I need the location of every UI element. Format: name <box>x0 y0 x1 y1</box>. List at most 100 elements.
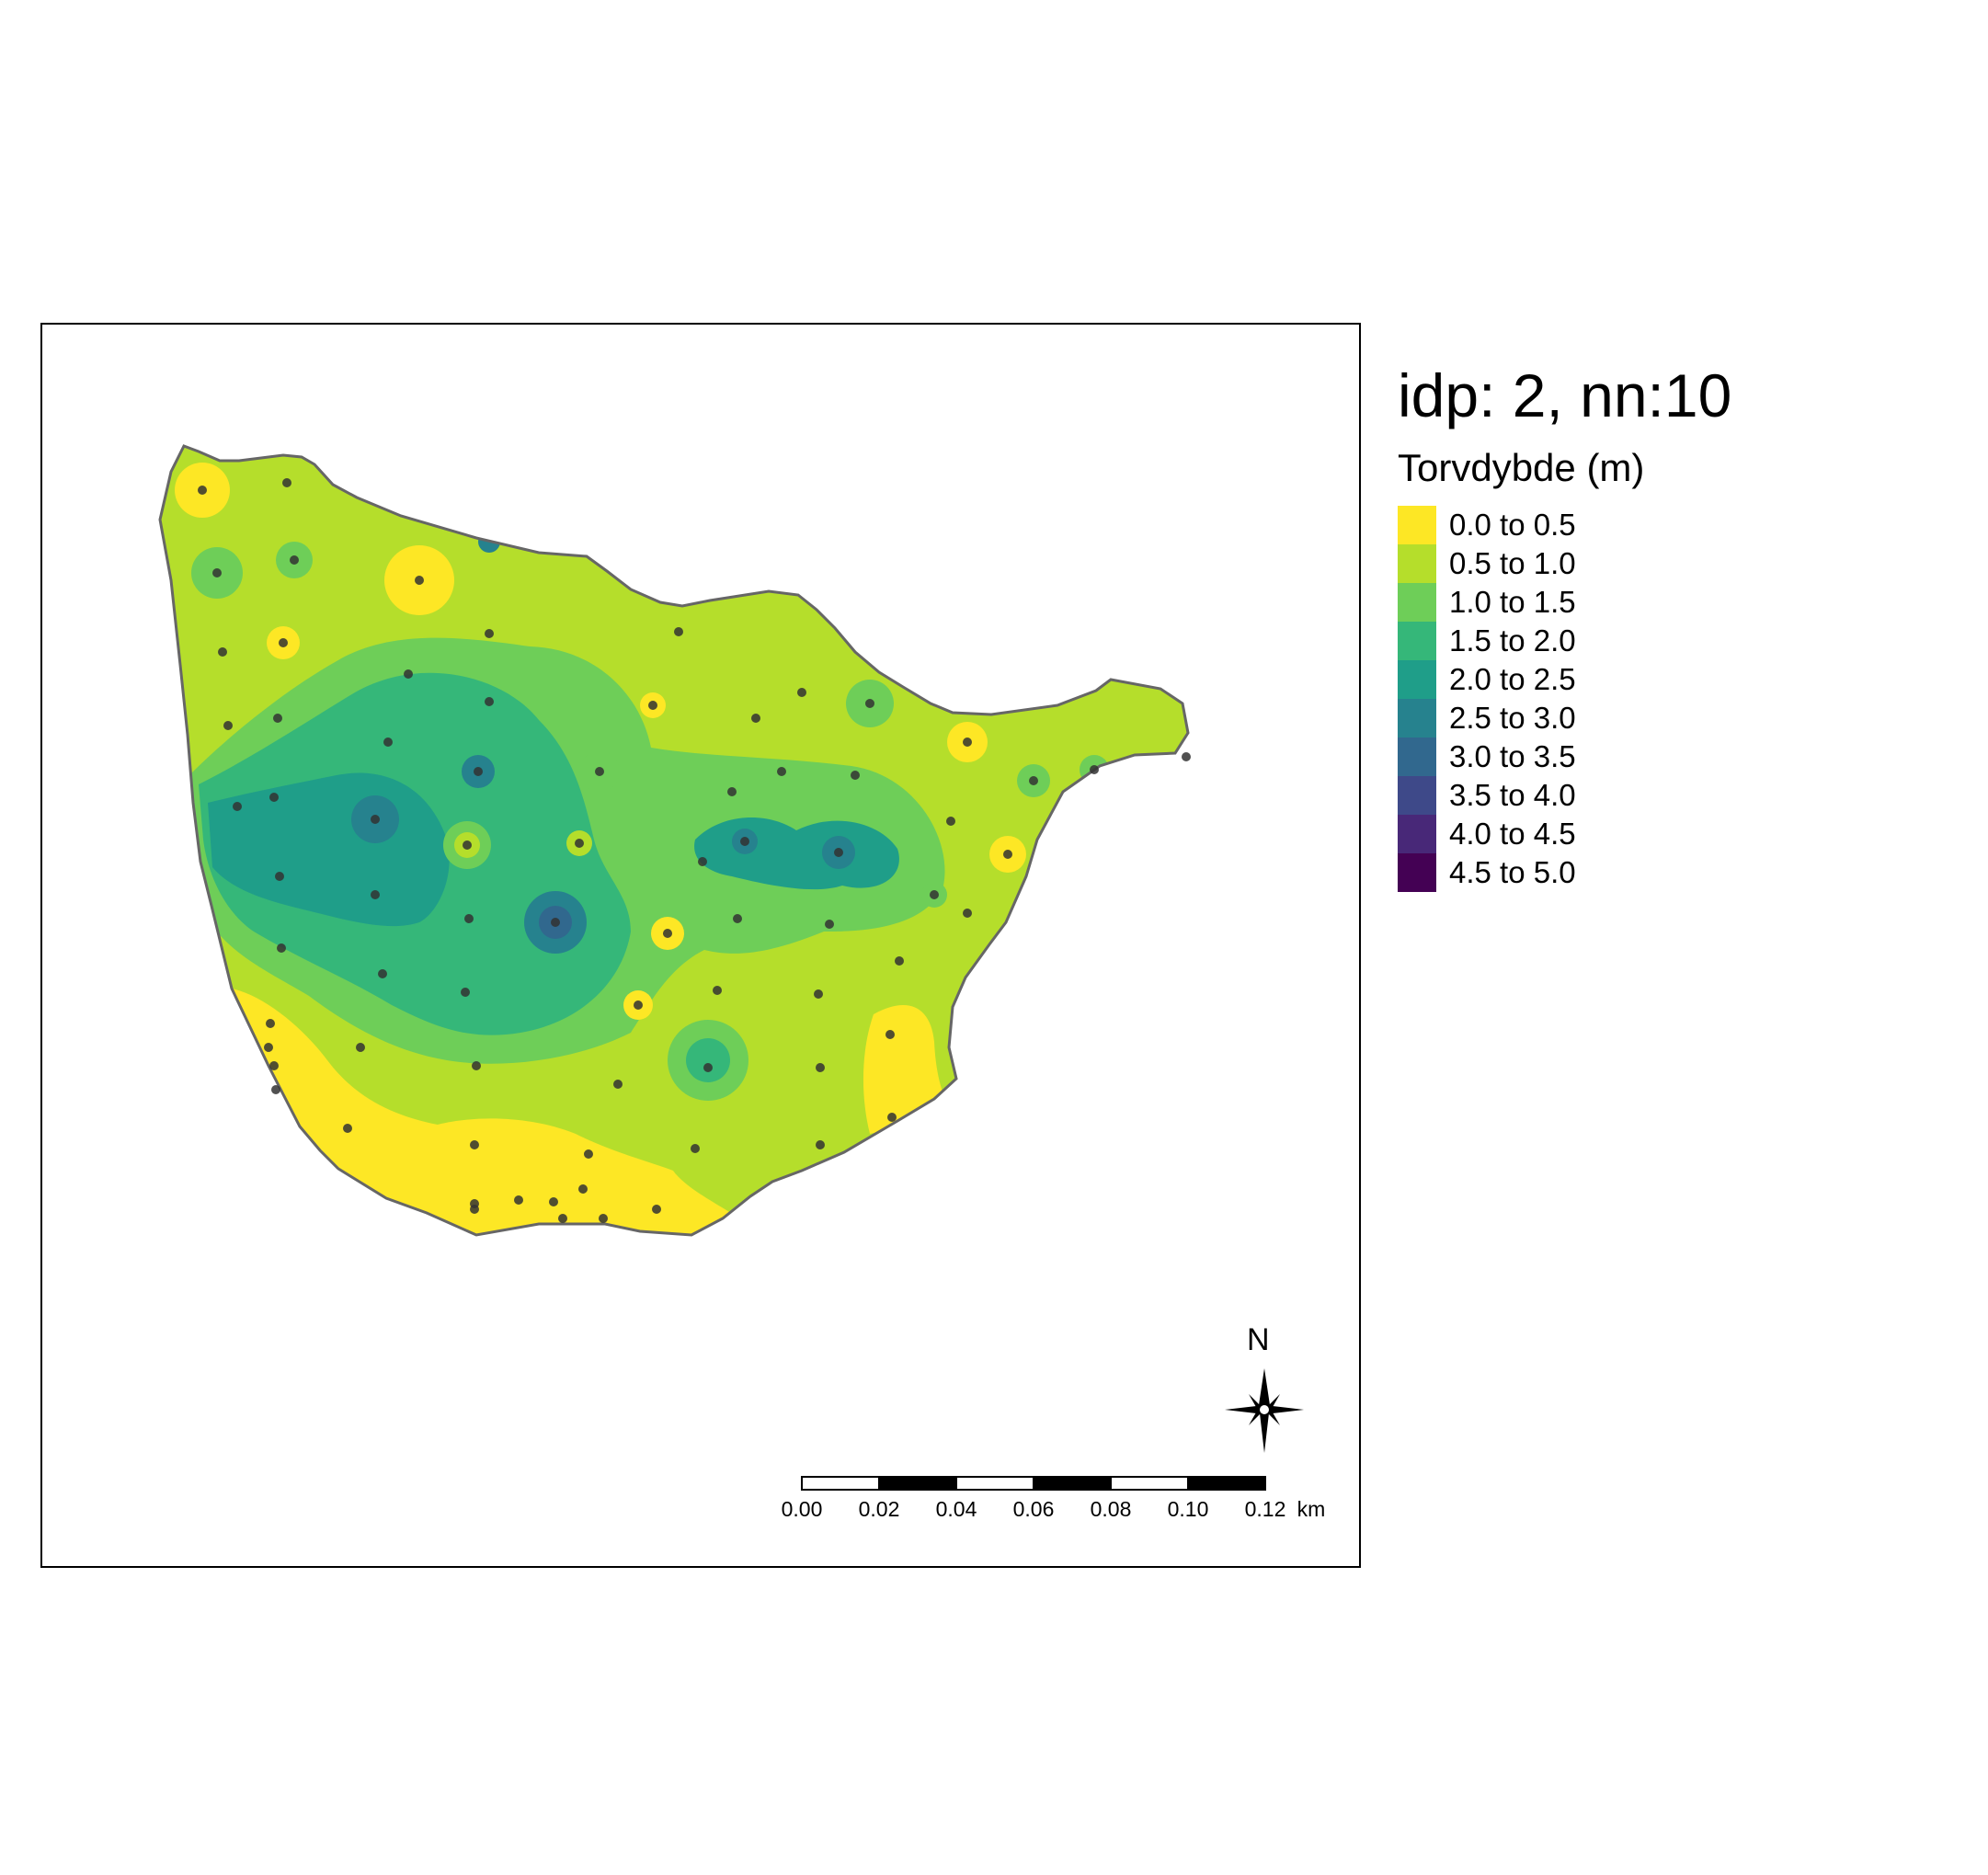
legend-item: 4.0 to 4.5 <box>1398 815 1949 853</box>
sample-point <box>751 714 760 723</box>
sample-point <box>275 872 284 881</box>
scale-tick-label: 0.04 <box>935 1497 977 1521</box>
scale-segment <box>801 1476 880 1491</box>
sample-point <box>282 478 291 487</box>
sample-point <box>648 701 657 710</box>
sample-point <box>885 1030 895 1039</box>
sample-point <box>371 890 380 899</box>
sample-point <box>599 1214 608 1223</box>
sample-point <box>963 737 972 747</box>
sample-point <box>269 1061 279 1070</box>
legend-swatch <box>1398 660 1436 699</box>
scale-tick-label: 0.08 <box>1090 1497 1132 1521</box>
sample-point <box>1003 850 1012 859</box>
legend-item: 1.0 to 1.5 <box>1398 583 1949 622</box>
sample-point <box>1182 752 1191 761</box>
sample-point <box>273 714 282 723</box>
sample-point <box>963 909 972 918</box>
scale-segment <box>955 1476 1034 1491</box>
sample-point <box>703 1063 713 1072</box>
sample-point <box>277 943 286 953</box>
legend-label: 2.0 to 2.5 <box>1449 662 1576 696</box>
sample-point <box>595 767 604 776</box>
sample-point <box>233 802 242 811</box>
sample-point <box>727 787 737 796</box>
sample-point <box>212 568 222 577</box>
idw-surface <box>160 446 1188 1235</box>
scale-tick-label: 0.06 <box>1012 1497 1055 1521</box>
sample-point <box>584 1149 593 1159</box>
legend-swatch <box>1398 815 1436 853</box>
legend-item: 2.0 to 2.5 <box>1398 660 1949 699</box>
legend-label: 1.5 to 2.0 <box>1449 623 1576 657</box>
sample-point <box>383 737 393 747</box>
sample-point <box>464 914 474 923</box>
sample-point <box>578 1184 588 1194</box>
legend-label: 3.0 to 3.5 <box>1449 739 1576 773</box>
legend-swatch <box>1398 853 1436 892</box>
sample-point <box>777 767 786 776</box>
legend-item: 0.0 to 0.5 <box>1398 506 1949 544</box>
sample-point <box>485 629 494 638</box>
sample-point <box>264 1043 273 1052</box>
sample-point <box>472 1061 481 1070</box>
sample-point <box>663 929 672 938</box>
sample-point <box>851 771 860 780</box>
sample-point <box>279 638 288 647</box>
scale-tick-label: 0.02 <box>858 1497 900 1521</box>
sample-points <box>198 478 1191 1223</box>
scale-segment <box>1033 1476 1112 1491</box>
scale-tick-label: 0.10 <box>1167 1497 1209 1521</box>
sample-point <box>549 1197 558 1206</box>
sample-point <box>816 1063 825 1072</box>
sample-point <box>865 699 874 708</box>
sample-point <box>698 857 707 866</box>
sample-point <box>816 1140 825 1149</box>
sample-point <box>733 914 742 923</box>
scale-segment <box>878 1476 957 1491</box>
sample-point <box>470 1205 479 1214</box>
sample-point <box>461 988 470 997</box>
scale-tick-label: 0.00 <box>781 1497 823 1521</box>
sample-point <box>343 1124 352 1133</box>
sample-point <box>652 1205 661 1214</box>
sample-point <box>1090 765 1099 774</box>
legend-item: 4.5 to 5.0 <box>1398 853 1949 892</box>
legend-item: 1.5 to 2.0 <box>1398 622 1949 660</box>
legend-swatch <box>1398 544 1436 583</box>
legend-heading: idp: 2, nn:10 <box>1398 361 1732 429</box>
legend-label: 1.0 to 1.5 <box>1449 585 1576 619</box>
sample-point <box>463 840 472 850</box>
sample-point <box>198 486 207 495</box>
sample-point <box>558 1214 567 1223</box>
sample-point <box>797 688 806 697</box>
sample-point <box>271 1085 280 1094</box>
legend-swatch <box>1398 583 1436 622</box>
legend-swatch <box>1398 737 1436 776</box>
legend-item: 3.0 to 3.5 <box>1398 737 1949 776</box>
scale-segment <box>1187 1476 1266 1491</box>
sample-point <box>404 669 413 679</box>
sample-point <box>266 1019 275 1028</box>
legend-label: 2.5 to 3.0 <box>1449 701 1576 735</box>
sample-point <box>887 1113 897 1122</box>
legend-item: 3.5 to 4.0 <box>1398 776 1949 815</box>
sample-point <box>474 767 483 776</box>
sample-point <box>269 793 279 802</box>
scale-unit-label: km <box>1297 1497 1326 1521</box>
legend-item: 0.5 to 1.0 <box>1398 544 1949 583</box>
sample-point <box>223 721 233 730</box>
sample-point <box>895 956 904 966</box>
sample-point <box>470 1140 479 1149</box>
north-label: N <box>1247 1322 1270 1357</box>
scale-segment <box>1110 1476 1189 1491</box>
sample-point <box>691 1144 700 1153</box>
legend-swatch <box>1398 506 1436 544</box>
legend-label: 4.0 to 4.5 <box>1449 817 1576 851</box>
sample-point <box>834 848 843 857</box>
sample-point <box>371 815 380 824</box>
sample-point <box>1029 776 1038 785</box>
legend-label: 0.0 to 0.5 <box>1449 508 1576 542</box>
sample-point <box>290 555 299 565</box>
sample-point <box>814 989 823 999</box>
